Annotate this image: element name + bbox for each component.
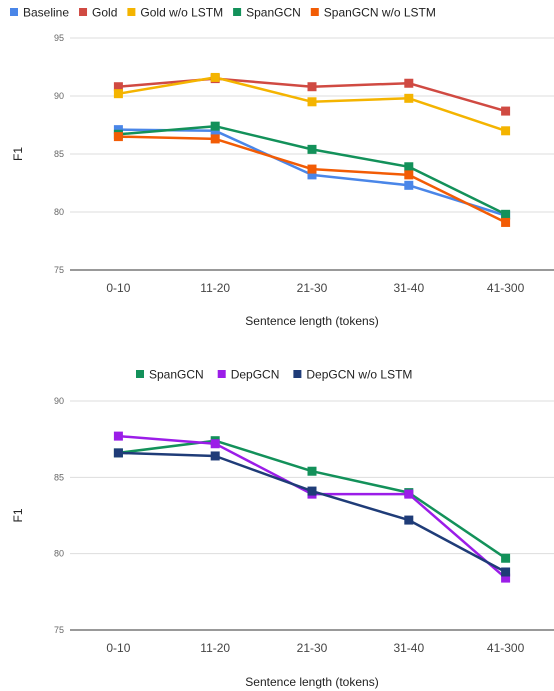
y-tick-label: 95 bbox=[54, 33, 64, 43]
x-tick-label: 21-30 bbox=[297, 641, 328, 655]
chart-bottom: SpanGCN DepGCN DepGCN w/o LSTM 75 80 85 90 0-10… bbox=[0, 345, 554, 691]
x-tick-label: 11-20 bbox=[200, 641, 230, 655]
data-point-4-2 bbox=[307, 164, 317, 174]
legend-swatch-2 bbox=[293, 370, 302, 378]
legend-label-2: DepGCN w/o LSTM bbox=[306, 368, 412, 382]
data-point-3-2 bbox=[307, 144, 317, 154]
x-tick-label: 0-10 bbox=[106, 641, 130, 655]
y-tick-label: 85 bbox=[54, 149, 64, 159]
x-tick-label: 31-40 bbox=[393, 281, 424, 295]
data-point-2-4 bbox=[501, 567, 511, 577]
data-point-1-1 bbox=[210, 439, 220, 449]
data-point-2-0 bbox=[113, 89, 123, 99]
legend-label-2: Gold w/o LSTM bbox=[140, 6, 223, 20]
line-chart-top: Baseline Gold Gold w/o LSTM SpanGCN SpanGCN … bbox=[10, 6, 554, 328]
y-tick-label: 75 bbox=[54, 625, 64, 635]
data-point-4-3 bbox=[404, 170, 414, 180]
data-point-0-0 bbox=[113, 125, 123, 135]
data-point-1-0 bbox=[113, 431, 123, 441]
x-tick-label: 41-300 bbox=[487, 281, 525, 295]
data-point-2-2 bbox=[307, 486, 317, 496]
x-tick-label: 31-40 bbox=[393, 641, 424, 655]
data-point-0-3 bbox=[404, 180, 414, 190]
data-point-3-4 bbox=[501, 209, 511, 219]
legend-swatch-2 bbox=[127, 8, 136, 16]
data-point-1-3 bbox=[404, 78, 414, 88]
data-point-2-1 bbox=[210, 451, 220, 461]
line-chart-bottom: SpanGCN DepGCN DepGCN w/o LSTM 75 80 85 90 0-10… bbox=[11, 368, 554, 689]
x-axis-title: Sentence length (tokens) bbox=[245, 314, 378, 328]
legend-swatch-3 bbox=[233, 8, 242, 16]
x-tick-label: 21-30 bbox=[297, 281, 328, 295]
x-tick-label: 41-300 bbox=[487, 641, 525, 655]
data-point-2-3 bbox=[404, 93, 414, 103]
legend-label-4: SpanGCN w/o LSTM bbox=[324, 6, 436, 20]
data-point-1-4 bbox=[501, 573, 511, 583]
data-point-1-0 bbox=[113, 82, 123, 92]
x-tick-label: 0-10 bbox=[106, 281, 130, 295]
data-point-1-2 bbox=[307, 82, 317, 92]
y-tick-label: 75 bbox=[54, 265, 64, 275]
legend-swatch-1 bbox=[217, 370, 226, 378]
legend-label-0: SpanGCN bbox=[149, 368, 204, 382]
data-point-3-3 bbox=[404, 162, 414, 172]
data-point-2-2 bbox=[307, 97, 317, 107]
chart-top: Baseline Gold Gold w/o LSTM SpanGCN SpanGCN … bbox=[0, 0, 554, 345]
y-axis-title: F1 bbox=[11, 147, 25, 161]
data-point-4-4 bbox=[501, 217, 511, 227]
data-point-1-3 bbox=[404, 489, 414, 499]
data-point-2-4 bbox=[501, 126, 511, 136]
data-point-3-1 bbox=[210, 121, 220, 131]
y-tick-label: 80 bbox=[54, 207, 64, 217]
data-point-0-2 bbox=[307, 170, 317, 180]
legend-label-0: Baseline bbox=[23, 6, 69, 20]
data-point-1-4 bbox=[501, 106, 511, 116]
data-point-2-1 bbox=[210, 72, 220, 82]
y-tick-label: 90 bbox=[54, 91, 64, 101]
legend-swatch-0 bbox=[136, 370, 144, 378]
x-tick-label: 11-20 bbox=[200, 281, 230, 295]
data-point-0-1 bbox=[210, 126, 220, 136]
data-point-4-1 bbox=[210, 134, 220, 144]
legend-label-3: SpanGCN bbox=[246, 6, 301, 20]
y-axis-title: F1 bbox=[11, 508, 25, 522]
legend-label-1: DepGCN bbox=[231, 368, 280, 382]
data-point-2-3 bbox=[404, 515, 414, 525]
data-point-0-4 bbox=[501, 553, 511, 563]
y-tick-label: 85 bbox=[54, 472, 64, 482]
data-point-4-0 bbox=[113, 132, 123, 142]
x-axis-title: Sentence length (tokens) bbox=[245, 675, 378, 689]
data-point-0-2 bbox=[307, 466, 317, 476]
legend-swatch-0 bbox=[10, 8, 18, 16]
series-line-1 bbox=[118, 434, 507, 580]
legend-swatch-1 bbox=[79, 8, 88, 16]
data-point-2-0 bbox=[113, 448, 123, 458]
y-tick-label: 90 bbox=[54, 396, 64, 406]
y-tick-label: 80 bbox=[54, 549, 64, 559]
legend-label-1: Gold bbox=[92, 6, 117, 20]
legend-swatch-4 bbox=[310, 8, 319, 16]
